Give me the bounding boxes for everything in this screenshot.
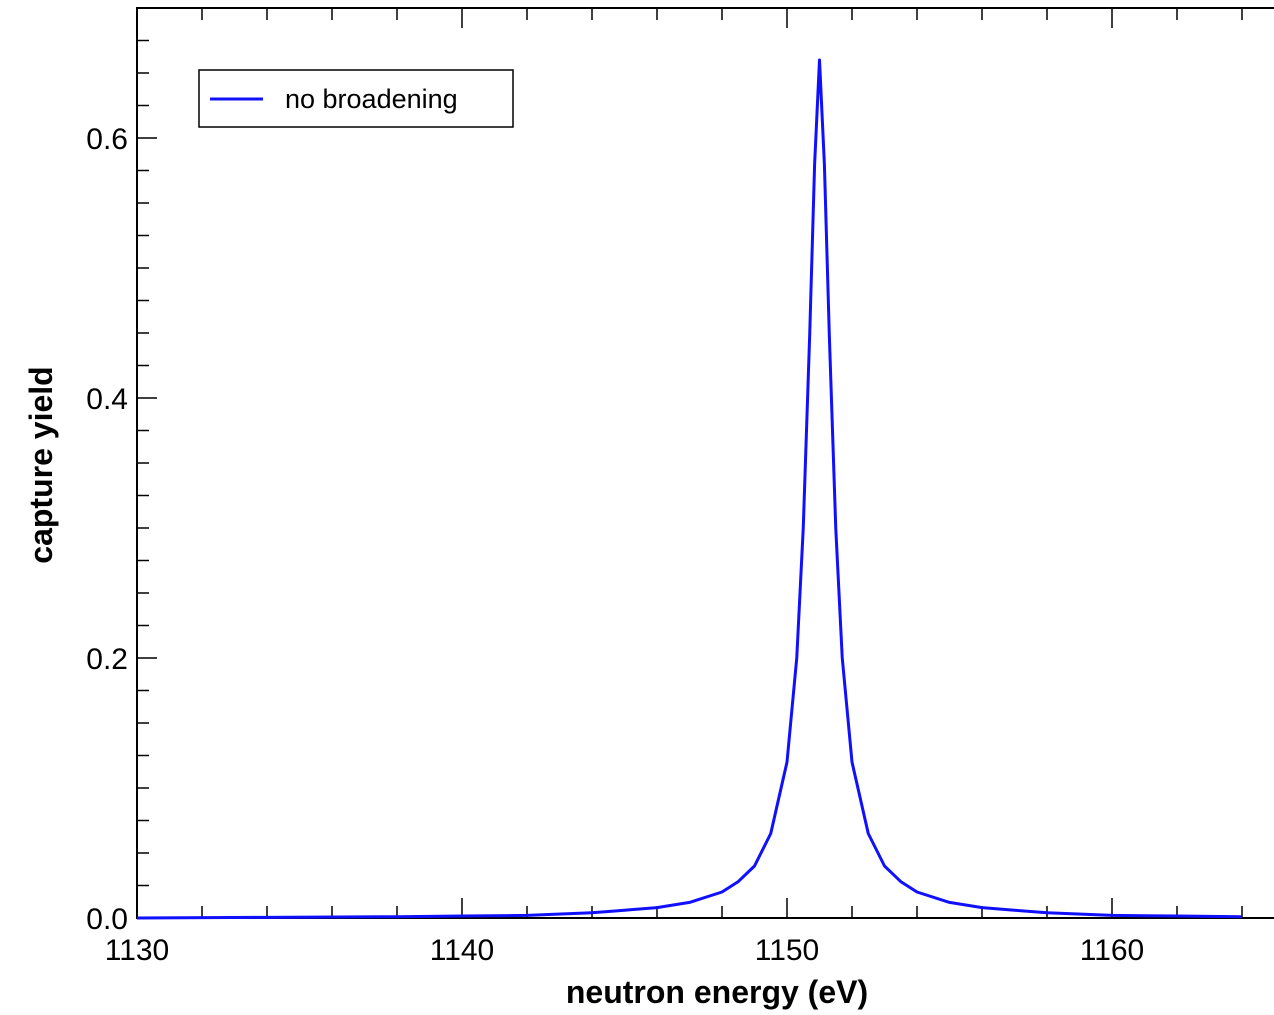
legend-label: no broadening xyxy=(285,84,458,114)
tick-labels: 1130 1140 1150 1160 0.0 0.2 0.4 0.6 xyxy=(86,123,1144,967)
y-axis-title: capture yield xyxy=(23,366,59,563)
x-axis-title: neutron energy (eV) xyxy=(566,974,868,1010)
x-tick-label: 1130 xyxy=(105,934,170,967)
series-line xyxy=(136,58,1243,920)
y-tick-label: 0.4 xyxy=(86,383,128,416)
ticks xyxy=(136,7,1243,919)
series-layer xyxy=(136,58,1243,920)
x-tick-label: 1150 xyxy=(755,934,820,967)
x-tick-label: 1160 xyxy=(1080,934,1145,967)
y-tick-label: 0.0 xyxy=(86,903,128,936)
y-tick-label: 0.6 xyxy=(86,123,128,156)
x-tick-label: 1140 xyxy=(430,934,495,967)
legend: no broadening xyxy=(198,69,514,128)
y-tick-label: 0.2 xyxy=(86,643,128,676)
plot-frame xyxy=(136,7,1274,919)
